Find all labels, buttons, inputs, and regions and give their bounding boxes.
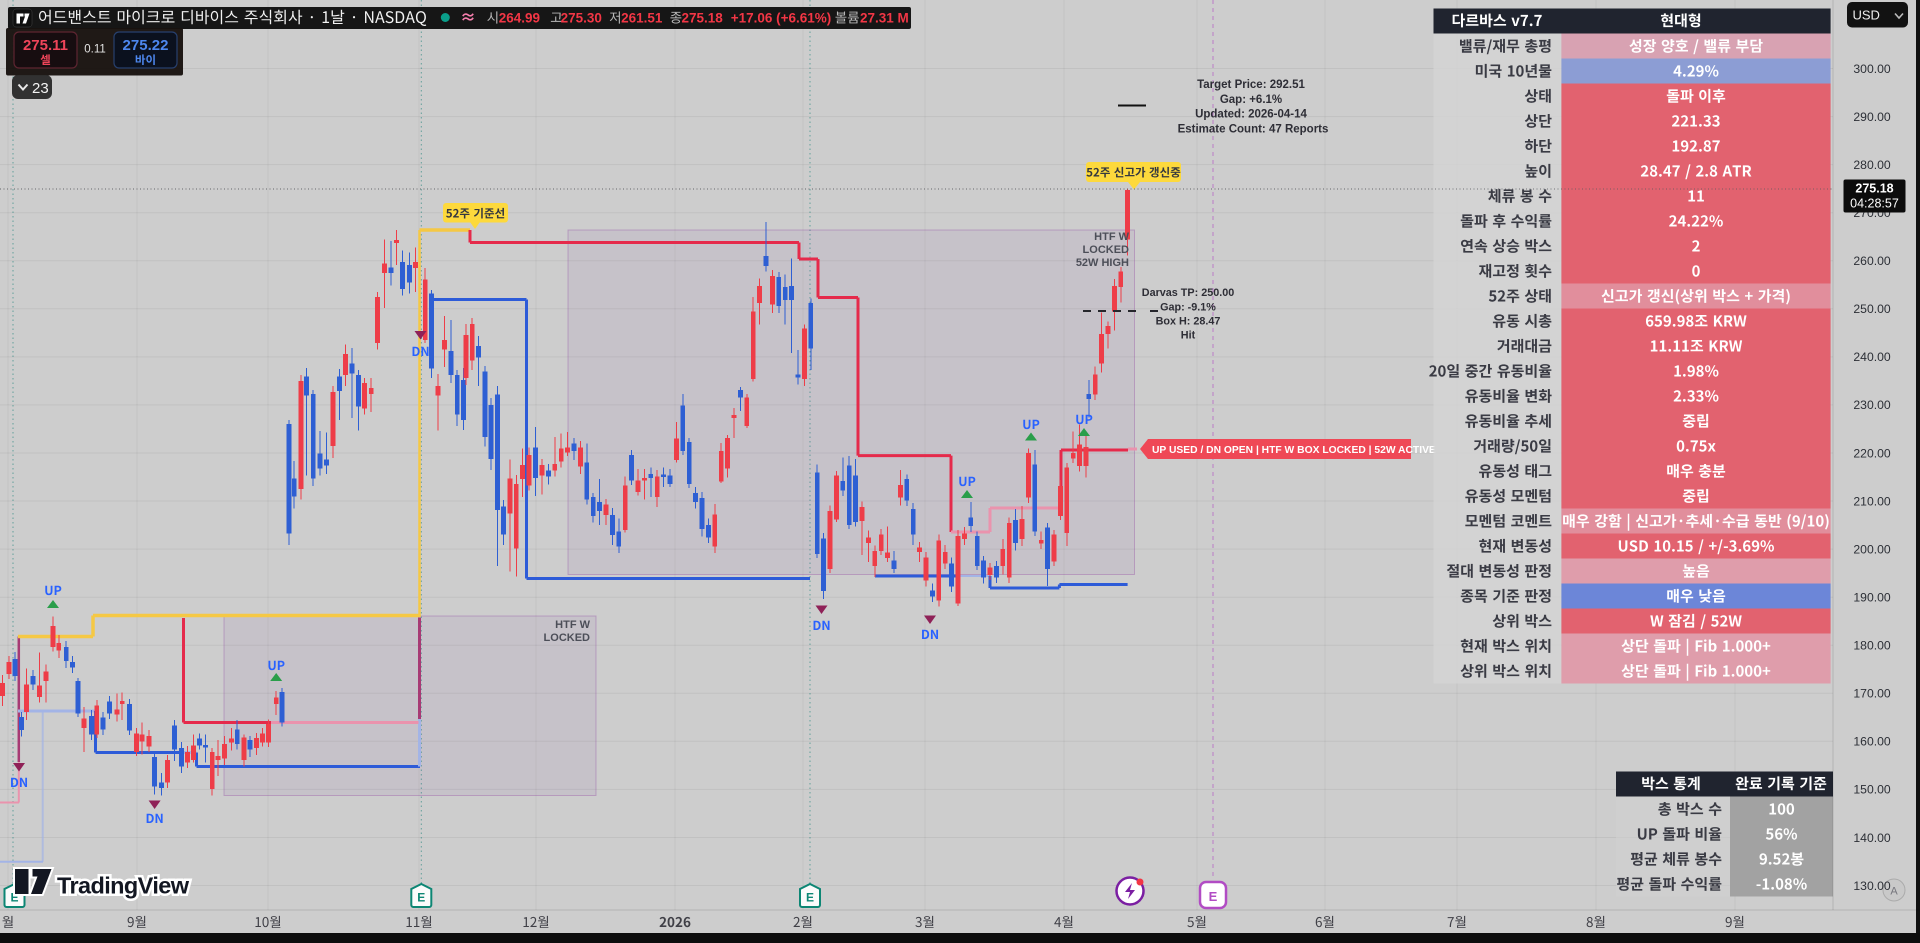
svg-text:TradingView: TradingView [57, 873, 190, 899]
svg-text:275.30: 275.30 [561, 11, 602, 26]
svg-text:27.31 M: 27.31 M [860, 11, 909, 26]
svg-text:LOCKED: LOCKED [544, 632, 591, 644]
svg-text:240.00: 240.00 [1853, 350, 1890, 364]
svg-text:USD: USD [1853, 8, 1880, 23]
svg-text:230.00: 230.00 [1853, 398, 1890, 412]
svg-text:140.00: 140.00 [1853, 831, 1890, 845]
svg-text:Gap: -9.1%: Gap: -9.1% [1160, 302, 1216, 314]
svg-text:Updated: 2026-04-14: Updated: 2026-04-14 [1195, 109, 1307, 121]
svg-text:261.51: 261.51 [621, 11, 663, 26]
svg-text:275.22: 275.22 [123, 37, 169, 54]
svg-text:190.00: 190.00 [1853, 591, 1890, 605]
svg-text:275.11: 275.11 [23, 37, 68, 54]
svg-text:UP USED / DN OPEN | HTF W BOX: UP USED / DN OPEN | HTF W BOX LOCKED | 5… [1152, 445, 1436, 456]
svg-text:130.00: 130.00 [1853, 879, 1890, 893]
svg-text:220.00: 220.00 [1853, 446, 1890, 460]
svg-text:E: E [1209, 889, 1218, 904]
svg-text:275.18: 275.18 [682, 11, 724, 26]
svg-text:HTF W: HTF W [1094, 231, 1129, 243]
svg-text:HTF W: HTF W [555, 619, 590, 631]
svg-text:LOCKED: LOCKED [1083, 244, 1130, 256]
svg-text:Gap: +6.1%: Gap: +6.1% [1220, 94, 1282, 106]
svg-text:Darvas TP: 250.00: Darvas TP: 250.00 [1142, 287, 1234, 299]
svg-text:E: E [10, 891, 18, 905]
svg-text:04:28:57: 04:28:57 [1850, 197, 1899, 211]
svg-text:250.00: 250.00 [1853, 302, 1890, 316]
svg-text:280.00: 280.00 [1853, 158, 1890, 172]
svg-text:200.00: 200.00 [1853, 542, 1890, 556]
svg-text:264.99: 264.99 [499, 11, 540, 26]
svg-text:170.00: 170.00 [1853, 687, 1890, 701]
svg-text:Target Price: 292.51: Target Price: 292.51 [1197, 79, 1305, 91]
svg-text:52W HIGH: 52W HIGH [1076, 257, 1129, 269]
svg-text:Estimate Count: 47 Reports: Estimate Count: 47 Reports [1178, 124, 1329, 136]
svg-text:E: E [806, 891, 814, 905]
svg-text:150.00: 150.00 [1853, 783, 1890, 797]
svg-text:Hit: Hit [1181, 330, 1196, 342]
svg-text:275.18: 275.18 [1855, 182, 1893, 196]
svg-text:260.00: 260.00 [1853, 254, 1890, 268]
svg-text:180.00: 180.00 [1853, 639, 1890, 653]
svg-text:E: E [417, 891, 425, 905]
svg-text:160.00: 160.00 [1853, 735, 1890, 749]
svg-text:210.00: 210.00 [1853, 494, 1890, 508]
svg-text:Box H: 28.47: Box H: 28.47 [1156, 316, 1221, 328]
svg-text:300.00: 300.00 [1853, 62, 1890, 76]
svg-text:0.11: 0.11 [84, 44, 106, 56]
svg-text:23: 23 [32, 80, 49, 97]
svg-text:A: A [1890, 886, 1898, 898]
svg-text:+17.06 (+6.61%): +17.06 (+6.61%) [731, 11, 832, 26]
svg-text:290.00: 290.00 [1853, 110, 1890, 124]
